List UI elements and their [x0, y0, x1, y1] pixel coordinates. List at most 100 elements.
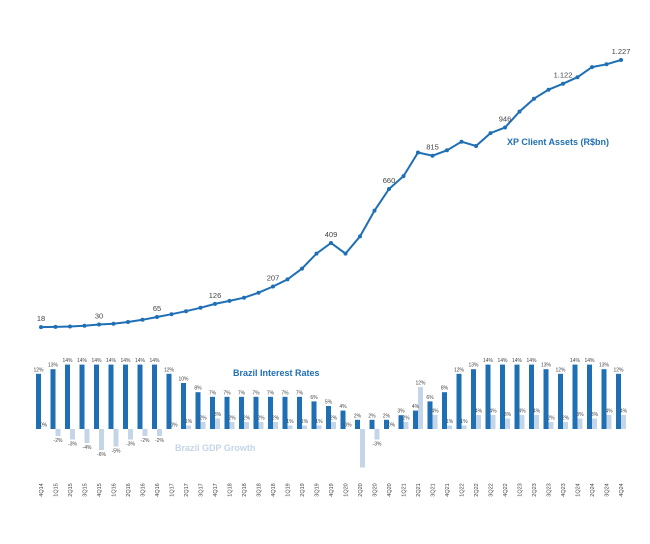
assets-point-3Q18: [256, 290, 261, 295]
assets-point-4Q21: [445, 148, 449, 153]
x-tick-label: 4Q15: [97, 483, 103, 496]
gdp-label: 2%: [228, 416, 236, 422]
x-tick-label: 1Q19: [286, 483, 292, 496]
interest-rate-bar-3Q17: [195, 392, 201, 429]
gdp-label: 3%: [576, 412, 584, 418]
x-tick-label: 1Q18: [228, 483, 234, 496]
gdp-bar-3Q24: [606, 415, 612, 429]
interest-rate-label: 2%: [368, 413, 376, 419]
x-tick-label: 2Q22: [474, 483, 480, 496]
gdp-bar-1Q18: [229, 422, 235, 429]
interest-rate-bar-3Q15: [79, 364, 85, 429]
gdp-bar-3Q19: [316, 425, 322, 429]
interest-rate-label: 14%: [106, 358, 117, 364]
x-tick-label: 4Q24: [619, 483, 625, 496]
interest-rate-label: 7%: [223, 390, 231, 396]
gdp-label: 4%: [489, 409, 497, 415]
interest-rate-label: 14%: [570, 358, 581, 364]
gdp-label: 1%: [446, 419, 454, 425]
gdp-label: 1%: [286, 419, 294, 425]
gdp-label: -5%: [112, 449, 121, 455]
interest-rate-bar-2Q19: [297, 396, 302, 429]
interest-rate-bar-4Q21: [442, 392, 447, 429]
interest-rate-bar-1Q20: [340, 410, 346, 429]
interest-rate-label: 3%: [397, 409, 405, 415]
interest-rate-label: 12%: [454, 367, 465, 373]
interest-rate-bar-1Q24: [572, 364, 578, 429]
gdp-bar-4Q21: [447, 425, 452, 429]
interest-rate-bar-4Q18: [268, 396, 273, 429]
x-tick-label: 4Q18: [271, 483, 277, 496]
gdp-label: 0%: [388, 423, 396, 429]
x-tick-label: 4Q22: [503, 483, 509, 496]
gdp-label: 2%: [562, 416, 570, 422]
interest-rate-label: 6%: [426, 395, 434, 401]
x-tick-label: 4Q19: [329, 483, 335, 496]
gdp-bar-3Q17: [200, 422, 206, 429]
gdp-label: 4%: [475, 409, 483, 415]
assets-point-3Q21: [430, 153, 435, 158]
assets-data-label: 946: [499, 115, 512, 124]
interest-rate-bar-1Q17: [166, 373, 172, 429]
gdp-label: 2%: [199, 416, 207, 422]
assets-point-1Q21: [401, 174, 406, 179]
x-tick-label: 1Q21: [402, 483, 408, 496]
gdp-bar-2Q15: [70, 429, 75, 440]
assets-point-4Q17: [213, 301, 217, 306]
assets-data-label: 126: [209, 291, 222, 300]
interest-rate-bar-1Q15: [50, 369, 56, 429]
gdp-bar-4Q22: [505, 418, 510, 429]
gdp-bar-2Q17: [186, 425, 191, 429]
assets-data-label: 18: [37, 314, 45, 323]
gdp-label: -2%: [155, 438, 164, 444]
interest-rate-bar-4Q16: [152, 364, 157, 429]
assets-point-2Q21: [416, 150, 420, 155]
x-tick-label: 3Q21: [431, 483, 437, 496]
x-tick-label: 1Q15: [54, 483, 60, 496]
interest-rate-bar-2Q17: [181, 383, 186, 429]
interest-rate-bar-3Q16: [137, 364, 143, 429]
assets-point-4Q16: [155, 315, 159, 319]
interest-rate-bar-1Q18: [224, 396, 230, 429]
assets-data-label: 207: [267, 274, 280, 283]
assets-point-4Q24: [619, 58, 623, 62]
assets-point-1Q15: [53, 324, 58, 329]
x-tick-label: 2Q16: [126, 483, 132, 496]
assets-line-group: 18 30 65 126 207 409 660 815 946 1.122 1.227: [37, 47, 630, 330]
gdp-bar-4Q18: [273, 422, 278, 429]
interest-rate-label: 7%: [281, 390, 289, 396]
interest-rate-bar-2Q15: [65, 364, 70, 429]
assets-point-3Q22: [488, 131, 493, 136]
assets-point-1Q22: [459, 139, 464, 144]
gdp-bar-1Q16: [113, 429, 119, 447]
gdp-label: 0%: [170, 423, 178, 429]
interest-rate-label: 13%: [599, 363, 610, 369]
assets-point-3Q19: [314, 251, 319, 256]
x-tick-label: 2Q21: [416, 483, 422, 496]
interest-rate-label: 12%: [33, 367, 44, 373]
interest-rate-bar-3Q20: [369, 419, 375, 429]
interest-rate-bar-4Q15: [94, 364, 99, 429]
interest-rate-label: 14%: [512, 358, 523, 364]
interest-rate-label: 7%: [267, 390, 275, 396]
interest-rate-label: 2%: [383, 413, 391, 419]
gdp-bar-2Q24: [592, 418, 597, 429]
interest-rate-bar-3Q19: [311, 401, 317, 429]
assets-point-2Q17: [184, 309, 188, 314]
assets-data-label: 65: [153, 304, 161, 313]
interest-rate-bar-3Q21: [427, 401, 433, 429]
interest-rate-label: 14%: [135, 358, 146, 364]
interest-rate-bar-1Q19: [282, 396, 288, 429]
interest-rate-label: 14%: [483, 358, 494, 364]
gdp-bar-3Q21: [432, 415, 438, 429]
gdp-label: 2%: [243, 416, 251, 422]
x-tick-label: 4Q20: [387, 483, 393, 496]
x-tick-label: 2Q23: [532, 483, 538, 496]
interest-rate-bar-2Q16: [123, 364, 128, 429]
x-tick-label: 4Q21: [445, 483, 451, 496]
assets-data-label: 815: [426, 143, 439, 152]
gdp-label: -2%: [54, 438, 63, 444]
interest-rate-bar-2Q20: [355, 419, 360, 429]
